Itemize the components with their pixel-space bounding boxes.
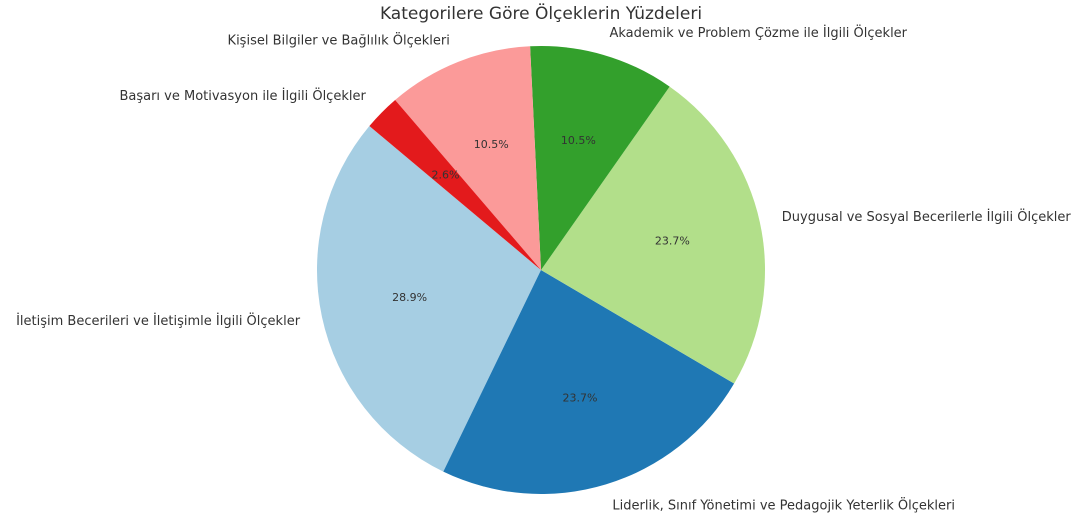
pct-label: 10.5% — [561, 134, 596, 147]
pie-slice — [530, 46, 670, 270]
pie-slice — [395, 46, 541, 270]
slice-label: İletişim Becerileri ve İletişimle İlgili… — [16, 312, 301, 329]
pct-label: 23.7% — [655, 234, 690, 247]
slice-label: Kişisel Bilgiler ve Bağlılık Ölçekleri — [228, 32, 450, 49]
pct-label: 28.9% — [392, 291, 427, 304]
pct-label: 10.5% — [474, 138, 509, 151]
pct-label: 2.6% — [431, 168, 459, 181]
chart-title: Kategorilere Göre Ölçeklerin Yüzdeleri — [380, 2, 702, 24]
slice-label: Başarı ve Motivasyon ile İlgili Ölçekler — [119, 87, 366, 104]
pie-slice — [369, 100, 541, 270]
pie-slice — [443, 270, 735, 494]
pie-slice — [317, 126, 541, 472]
slice-label: Liderlik, Sınıf Yönetimi ve Pedagojik Ye… — [612, 496, 955, 513]
slice-label: Akademik ve Problem Çözme ile İlgili Ölç… — [609, 24, 907, 41]
pie-slice — [541, 86, 766, 384]
pct-label: 23.7% — [562, 392, 597, 405]
slice-label: Duygusal ve Sosyal Becerilerle İlgili Öl… — [782, 208, 1072, 225]
